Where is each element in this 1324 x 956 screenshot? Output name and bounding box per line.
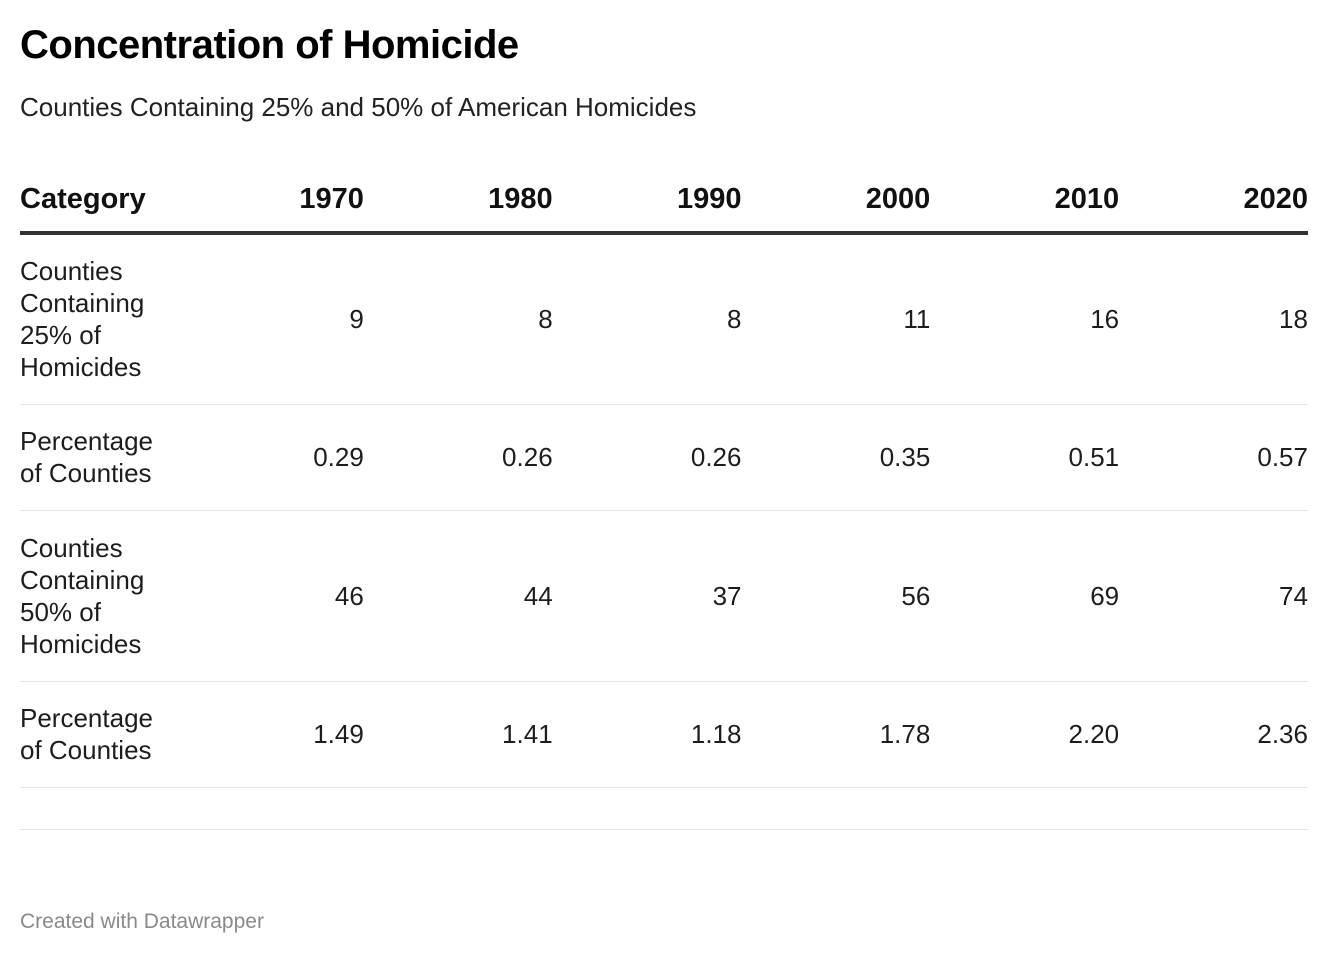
column-header-category[interactable]: Category	[20, 168, 175, 235]
column-header-2010[interactable]: 2010	[930, 168, 1120, 235]
table-cell: 0.29	[175, 404, 364, 511]
row-label: Counties Containing 50% of Homicides	[20, 510, 175, 682]
table-row: Percentage of Counties 1.49 1.41 1.18 1.…	[20, 681, 1308, 788]
table-cell: 1.78	[741, 681, 931, 788]
table-cell: 2.20	[930, 681, 1120, 788]
table-cell: 18	[1119, 233, 1308, 405]
column-header-2020[interactable]: 2020	[1119, 168, 1308, 235]
table-cell: 74	[1119, 510, 1308, 682]
table-cell: 2.36	[1119, 681, 1308, 788]
empty-cell	[20, 787, 1308, 830]
table-row: Percentage of Counties 0.29 0.26 0.26 0.…	[20, 404, 1308, 511]
table-row: Counties Containing 25% of Homicides 9 8…	[20, 233, 1308, 405]
chart-subtitle: Counties Containing 25% and 50% of Ameri…	[20, 92, 697, 122]
table-cell: 8	[363, 233, 553, 405]
table-cell: 0.26	[363, 404, 553, 511]
table-cell: 44	[363, 510, 553, 682]
table-cell: 0.57	[1119, 404, 1308, 511]
table-cell: 0.51	[930, 404, 1120, 511]
table-cell: 56	[741, 510, 931, 682]
table-cell: 0.35	[741, 404, 931, 511]
table-cell: 0.26	[552, 404, 742, 511]
row-label: Percentage of Counties	[20, 404, 175, 511]
column-header-2000[interactable]: 2000	[741, 168, 931, 235]
table-cell: 37	[552, 510, 742, 682]
data-table: Category 1970 1980 1990 2000 2010 2020 C…	[20, 168, 1308, 830]
table-cell: 1.18	[552, 681, 742, 788]
row-label: Counties Containing 25% of Homicides	[20, 233, 175, 405]
table-cell: 1.49	[175, 681, 364, 788]
table-cell: 9	[175, 233, 364, 405]
column-header-1980[interactable]: 1980	[363, 168, 553, 235]
table-header-row: Category 1970 1980 1990 2000 2010 2020	[20, 168, 1308, 235]
table-row-empty	[20, 787, 1308, 830]
table-row: Counties Containing 50% of Homicides 46 …	[20, 510, 1308, 682]
footer-credit: Created with Datawrapper	[20, 910, 264, 933]
table-cell: 11	[741, 233, 931, 405]
chart-title: Concentration of Homicide	[20, 23, 519, 67]
table-cell: 8	[552, 233, 742, 405]
column-header-1970[interactable]: 1970	[175, 168, 364, 235]
table-cell: 16	[930, 233, 1120, 405]
row-label: Percentage of Counties	[20, 681, 175, 788]
table-cell: 1.41	[363, 681, 553, 788]
table-cell: 69	[930, 510, 1120, 682]
column-header-1990[interactable]: 1990	[552, 168, 742, 235]
table-cell: 46	[175, 510, 364, 682]
